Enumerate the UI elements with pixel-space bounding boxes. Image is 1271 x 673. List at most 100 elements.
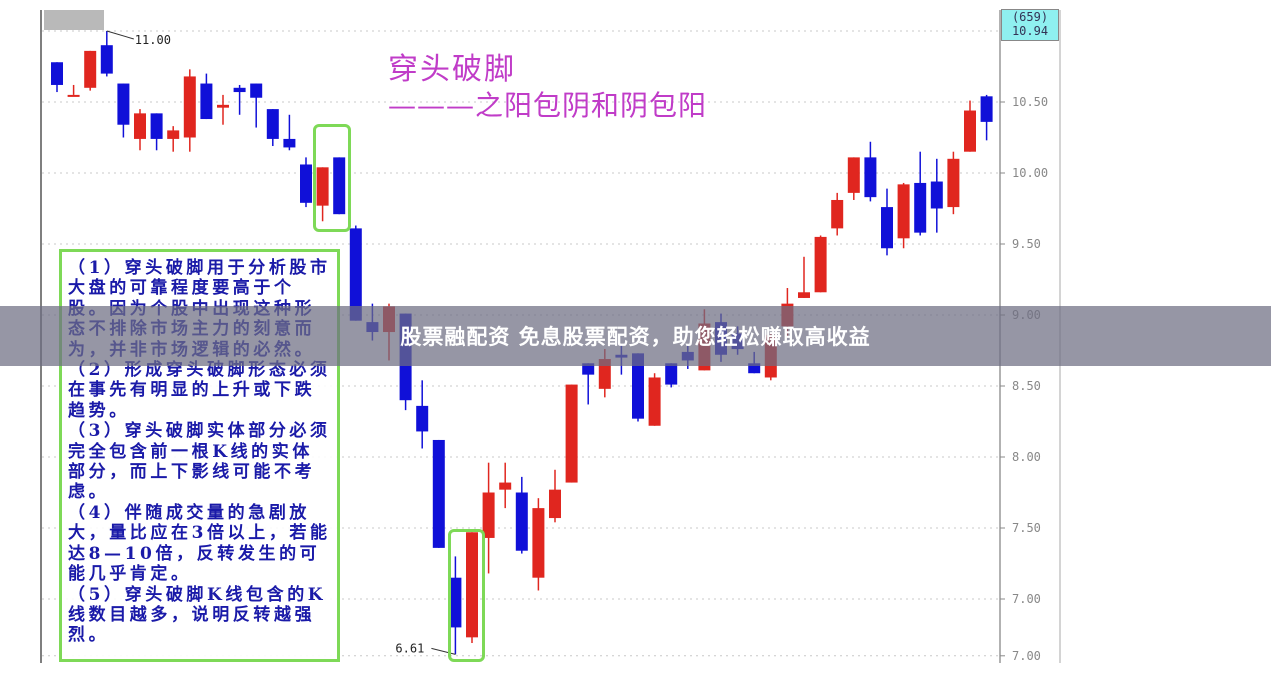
y-tick-label: 10.00 [1012, 166, 1048, 180]
candle-body [549, 489, 561, 519]
candle [549, 469, 561, 523]
candle [466, 532, 478, 644]
candle-body [466, 532, 478, 638]
candle-body [499, 482, 512, 490]
chart-title: 穿头破脚 [388, 52, 516, 87]
candle [283, 114, 296, 151]
candle-body [980, 96, 993, 122]
candle-body [798, 292, 810, 298]
annotation-leader [431, 647, 456, 655]
candle-body [532, 508, 545, 578]
candle [449, 556, 462, 655]
ad-banner[interactable]: 股票融配资 免息股票配资，助您轻松赚取高收益 [0, 306, 1271, 366]
candle [333, 157, 346, 215]
chart-subtitle: ———之阳包阴和阴包阳 [388, 89, 708, 122]
candle [847, 157, 860, 200]
candle-body [598, 359, 611, 389]
stock-code: (659) [1011, 10, 1049, 24]
candle-body [100, 45, 113, 74]
candle [914, 151, 927, 236]
candle-body [150, 113, 163, 139]
y-tick-label: 7.00 [1012, 592, 1041, 606]
candle [250, 83, 263, 128]
candle [980, 94, 993, 141]
candle-body [217, 104, 229, 108]
candle-body [648, 377, 661, 426]
candle [150, 113, 163, 151]
candle [134, 109, 146, 151]
note-2: （2）形成穿头破脚形态必须在事先有明显的上升或下跌趋势。 [68, 360, 331, 421]
y-tick-label: 8.50 [1012, 379, 1041, 393]
candle [233, 84, 246, 115]
candle [432, 439, 445, 548]
high-annotation: 11.00 [135, 33, 171, 47]
y-tick-label: 10.50 [1012, 95, 1048, 109]
current-price: 10.94 [1011, 24, 1049, 38]
low-annotation: 6.61 [395, 641, 424, 655]
candle-body [183, 76, 196, 138]
candle [51, 62, 63, 93]
candle-body [897, 184, 910, 239]
candle [117, 83, 130, 138]
candle-body [748, 363, 761, 374]
y-tick-label: 9.50 [1012, 237, 1041, 251]
candle-body [300, 164, 312, 203]
candle-body [814, 236, 827, 293]
candle-body [881, 207, 893, 249]
candle-body [51, 62, 63, 85]
candle [499, 462, 512, 509]
blurred-logo [44, 10, 104, 30]
candle-body [964, 110, 976, 152]
banner-text: 股票融配资 免息股票配资，助您轻松赚取高收益 [400, 325, 871, 349]
candle-body [233, 87, 246, 93]
candle [964, 100, 976, 152]
candle-body [416, 405, 429, 432]
candle [947, 151, 960, 215]
note-5: （5）穿头破脚K线包含的K线数目越多，说明反转越强烈。 [68, 584, 327, 646]
candle-body [266, 109, 279, 139]
candle-body [831, 199, 844, 229]
candle [831, 192, 844, 236]
candle-body [200, 83, 213, 120]
candle [881, 188, 893, 256]
y-tick-label: 8.00 [1012, 450, 1041, 464]
candle-body [349, 228, 362, 321]
candle-body [930, 181, 943, 209]
candle [515, 476, 528, 554]
candle [648, 373, 661, 426]
candle-body [84, 50, 97, 88]
candle-body [283, 138, 296, 148]
candle-body [565, 384, 578, 483]
candle [582, 363, 595, 405]
candle [316, 167, 329, 222]
candle [416, 380, 429, 449]
y-tick-label: 7.50 [1012, 521, 1041, 535]
price-box: (659) 10.94 [1001, 9, 1059, 41]
candle [217, 94, 229, 125]
candle [266, 109, 279, 147]
candle-body [515, 492, 528, 551]
candle [300, 157, 312, 208]
candle [183, 69, 196, 152]
candle-body [482, 492, 495, 538]
candle [84, 50, 97, 91]
candle-body [665, 363, 678, 385]
annotation-leader [106, 30, 134, 40]
highlight-box-top [313, 124, 351, 232]
candle [930, 158, 943, 233]
candle [482, 462, 495, 574]
candle-body [67, 94, 80, 97]
note-3: （3）穿头破脚实体部分必须完全包含前一根K线的实体部分，而上下影线可能不考虑。 [68, 421, 331, 503]
candle-body [449, 577, 462, 628]
candle [67, 84, 80, 97]
candle-body [914, 182, 927, 233]
candle-body [250, 83, 263, 98]
candle [665, 363, 678, 388]
candle-body [947, 158, 960, 208]
candle [897, 182, 910, 249]
candle-body [632, 353, 644, 419]
candle-body [134, 113, 146, 139]
candle [200, 73, 213, 120]
highlight-box-bottom [448, 529, 485, 662]
